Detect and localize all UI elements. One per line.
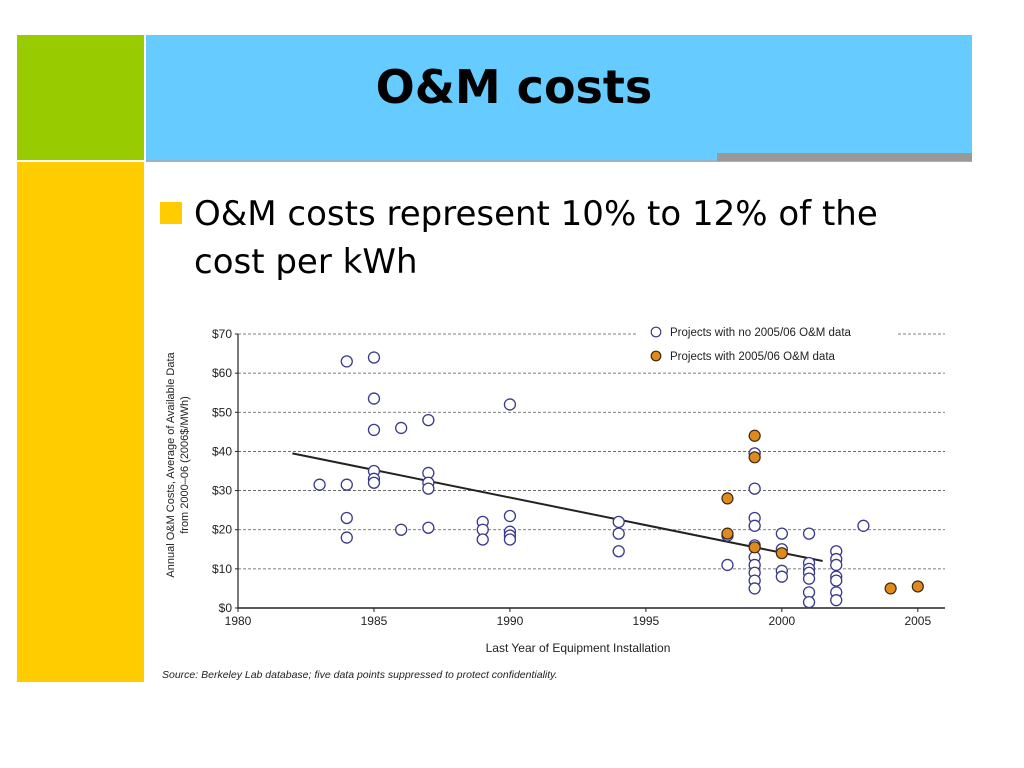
open-data-point [802, 572, 816, 585]
x-axis-label: Last Year of Equipment Installation [486, 641, 671, 655]
x-tick-label: 1990 [497, 614, 524, 628]
y-tick-label: $70 [212, 327, 232, 341]
open-data-point [612, 545, 625, 558]
legend-background [638, 322, 898, 368]
legend-entry-label: Projects with 2005/06 O&M data [670, 351, 836, 363]
gridlines [238, 333, 945, 570]
open-data-point [748, 582, 761, 595]
bullet-square-icon [160, 202, 182, 224]
x-axis: 1980 1985 1990 1995 2000 2005 [225, 607, 945, 628]
trendline [292, 452, 823, 563]
bullet-text: O&M costs represent 10% to 12% of the co… [194, 194, 878, 282]
slide-title: O&M costs [375, 60, 653, 114]
open-data-point [830, 594, 843, 607]
open-data-point [422, 482, 435, 495]
series-no-recent-data [313, 351, 870, 609]
open-data-point [476, 533, 489, 546]
open-data-point [503, 533, 517, 546]
open-data-point [395, 421, 408, 435]
x-tick-label: 1995 [633, 614, 660, 628]
y-tick-label: $60 [212, 366, 232, 380]
open-data-point [367, 392, 381, 405]
y-tick-label: $20 [212, 523, 232, 537]
open-data-point [830, 574, 843, 587]
scatter-chart: $0 $10 $20 $30 $40 $50 $60 $70 1980 1985 1990 1995… [162, 322, 945, 681]
open-data-point [830, 558, 843, 572]
y-axis: $0 $10 $20 $30 $40 $50 $60 $70 [212, 327, 239, 615]
open-data-point [612, 515, 625, 529]
filled-data-point [748, 429, 761, 442]
open-data-point [395, 523, 408, 536]
open-data-point [857, 519, 870, 532]
open-data-point [748, 482, 761, 495]
legend-open-marker [650, 326, 662, 338]
open-data-point [367, 351, 381, 364]
open-data-point [503, 509, 517, 523]
filled-data-point [884, 582, 897, 595]
y-axis-label-line-1: Annual O&M Costs, Average of Available D… [165, 352, 177, 578]
title-banner [146, 35, 972, 160]
open-data-point [367, 423, 381, 437]
open-data-point [422, 413, 435, 427]
y-tick-label: $10 [212, 562, 232, 576]
open-data-point [422, 521, 435, 534]
open-data-point [340, 511, 353, 525]
open-data-point [748, 519, 761, 532]
x-tick-label: 2005 [904, 614, 931, 628]
legend-filled-marker [650, 350, 662, 362]
series-with-recent-data [721, 429, 924, 595]
yellow-side-bar [17, 162, 144, 682]
open-data-point [721, 558, 734, 572]
filled-data-point [748, 541, 761, 554]
x-tick-label: 1985 [361, 614, 388, 628]
filled-data-point [748, 451, 761, 464]
filled-data-point [775, 547, 788, 560]
y-tick-label: $0 [219, 601, 233, 615]
x-tick-label: 2000 [768, 614, 795, 628]
open-data-point [340, 355, 353, 368]
open-data-point [340, 478, 353, 491]
gray-accent-bar [717, 153, 972, 161]
open-data-point [503, 398, 517, 411]
open-data-point [340, 531, 353, 544]
open-data-point [367, 476, 381, 489]
legend: Projects with no 2005/06 O&M data Project… [638, 322, 898, 368]
filled-data-point [721, 492, 734, 505]
y-tick-label: $30 [212, 484, 232, 498]
green-accent-block [17, 35, 144, 160]
legend-entry-label: Projects with no 2005/06 O&M data [670, 327, 852, 339]
title-divider [146, 160, 972, 162]
open-data-point [313, 478, 326, 491]
open-data-point [612, 527, 625, 540]
open-data-point [802, 595, 816, 609]
source-note: Source: Berkeley Lab database; five data… [162, 669, 558, 681]
x-tick-label: 1980 [225, 614, 252, 628]
y-tick-label: $40 [212, 444, 232, 458]
open-data-point [802, 527, 816, 540]
y-tick-label: $50 [212, 405, 232, 419]
trendline-group [292, 452, 823, 563]
open-data-point [775, 570, 788, 583]
open-data-point [775, 527, 788, 540]
filled-data-point [721, 527, 734, 540]
y-axis-label-line-2: from 2000–06 (2006$/MWh) [179, 396, 191, 534]
filled-data-point [911, 580, 924, 593]
